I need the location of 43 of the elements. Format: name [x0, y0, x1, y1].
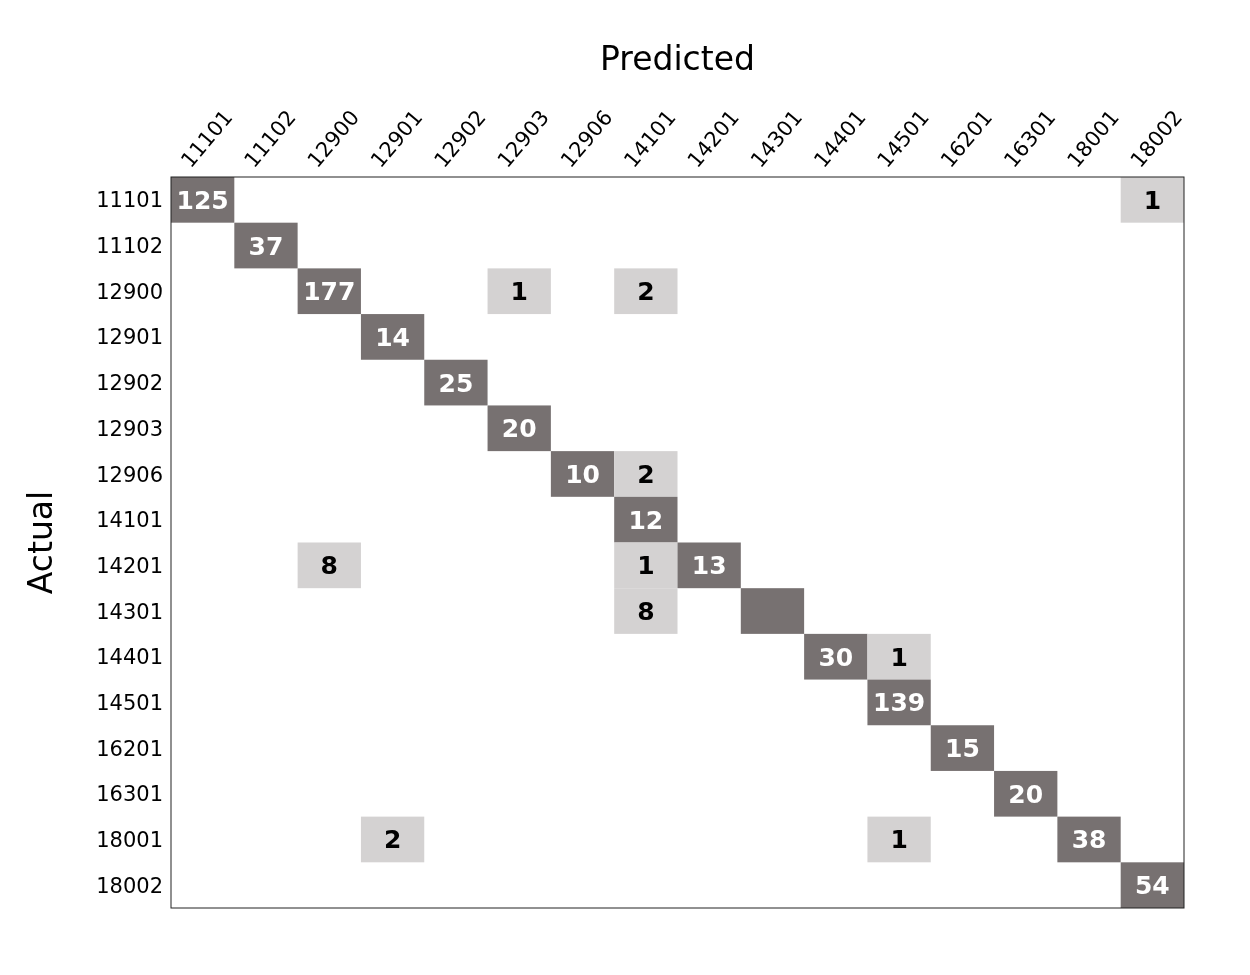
data-label: 139 [873, 688, 926, 718]
data-label: 20 [1008, 779, 1044, 809]
y-axis-title: Actual [21, 490, 60, 595]
x-axis-title: Predicted [600, 39, 755, 78]
data-label: 125 [176, 185, 229, 215]
data-label: 38 [1071, 825, 1107, 855]
data-label: 8 [637, 597, 655, 627]
data-label: 20 [501, 414, 537, 444]
y-tick-label: 12900 [96, 279, 163, 304]
y-tick-label: 14401 [96, 645, 163, 670]
y-tick-label: 16201 [96, 736, 163, 761]
y-tick-label: 12901 [96, 325, 163, 350]
data-label: 1 [890, 825, 908, 855]
y-tick-label: 12903 [96, 416, 163, 441]
data-label: 12 [628, 505, 664, 535]
y-tick-label: 11101 [96, 188, 163, 213]
data-label: 2 [383, 825, 402, 855]
data-label: 15 [945, 734, 980, 764]
data-label: 10 [565, 459, 600, 489]
y-tick-label: 14201 [96, 553, 163, 578]
data-label: 1 [890, 642, 908, 672]
y-tick-label: 18002 [96, 873, 163, 898]
data-label: 14 [375, 322, 410, 352]
y-tick-label: 14501 [96, 690, 163, 715]
data-label: 30 [818, 642, 854, 672]
data-label: 54 [1134, 871, 1170, 901]
data-label: 2 [637, 277, 655, 307]
y-tick-label: 18001 [96, 828, 163, 853]
data-label: 177 [303, 277, 356, 307]
data-label: 1 [637, 551, 655, 581]
data-label: 1 [1143, 185, 1162, 215]
y-tick-label: 12902 [96, 371, 163, 396]
data-label: 13 [691, 551, 727, 581]
data-label: 2 [637, 459, 655, 489]
data-label: 25 [438, 368, 474, 398]
y-tick-label: 11102 [96, 234, 163, 259]
data-label: 1 [510, 277, 528, 307]
y-tick-label: 12906 [96, 462, 163, 487]
y-tick-label: 14301 [96, 599, 163, 624]
data-label: 37 [248, 231, 284, 261]
y-tick-label: 14101 [96, 508, 163, 533]
y-tick-label: 16301 [96, 782, 163, 807]
data-label: 8 [320, 551, 338, 581]
